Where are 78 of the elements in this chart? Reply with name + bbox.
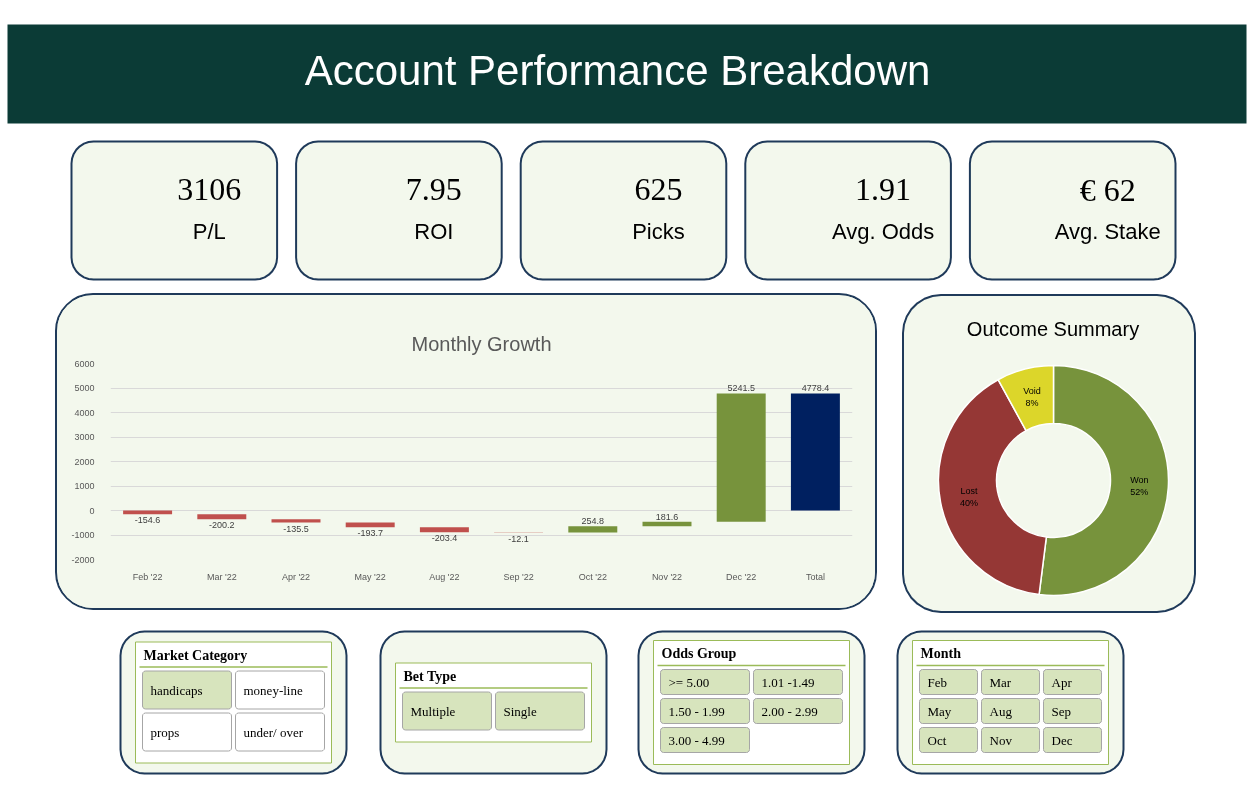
text: 1.91 — [855, 171, 912, 207]
y-tick-label: 1000 — [74, 481, 95, 491]
category-label: Avg. Odds — [831, 219, 935, 244]
category-label: Nov — [989, 732, 1013, 748]
y-tick-label: -2000 — [71, 554, 95, 565]
category-label: Oct — [927, 732, 947, 748]
category-label: Dec — [1051, 732, 1073, 748]
category-label: >= 5.00 — [668, 674, 710, 690]
bar — [271, 519, 321, 523]
category-label: props — [150, 724, 180, 740]
bar — [419, 527, 469, 533]
category-label: 3.00 - 4.99 — [668, 732, 725, 748]
slice-label: Won — [1130, 474, 1149, 485]
x-tick-label: Dec '22 — [726, 571, 757, 582]
category-label: May — [927, 703, 952, 719]
slice-label: Void — [1023, 386, 1041, 397]
text: 7.95 — [405, 171, 462, 207]
text: 625 — [634, 171, 683, 207]
category-label: ROI — [414, 219, 454, 244]
bar — [197, 514, 247, 520]
category-label: handicaps — [150, 682, 203, 698]
data-label: 181.6 — [655, 511, 679, 522]
text: Bet Type — [403, 668, 457, 684]
category-label: under/ over — [243, 724, 304, 740]
category-label: Apr — [1051, 674, 1073, 690]
x-tick-label: Total — [805, 571, 825, 582]
x-tick-label: Nov '22 — [651, 571, 683, 582]
x-tick-label: Sep '22 — [503, 571, 534, 582]
bar — [716, 393, 766, 522]
data-label: -203.4 — [431, 533, 458, 544]
category-label: Feb — [927, 674, 947, 690]
x-tick-label: Feb '22 — [132, 571, 163, 582]
y-tick-label: 2000 — [74, 456, 95, 467]
data-label: 52% — [1130, 486, 1149, 497]
data-label: -12.1 — [508, 533, 529, 544]
text: Account Performance Breakdown — [304, 47, 931, 94]
bar — [568, 526, 618, 533]
text: Odds Group — [661, 646, 737, 661]
y-tick-label: 3000 — [74, 432, 95, 442]
text: 3106 — [177, 171, 242, 207]
x-tick-label: Apr '22 — [281, 571, 311, 582]
y-tick-label: -1000 — [71, 530, 95, 540]
x-tick-label: Aug '22 — [429, 571, 460, 582]
category-label: Multiple — [410, 703, 456, 719]
category-label: Sep — [1051, 703, 1071, 719]
data-label: -200.2 — [209, 520, 235, 531]
text: Market Category — [143, 647, 248, 663]
x-tick-label: Mar '22 — [206, 571, 237, 582]
x-tick-label: Oct '22 — [578, 571, 607, 582]
text: Month — [920, 646, 962, 661]
x-tick-label: May '22 — [354, 571, 386, 582]
category-label: money-line — [243, 682, 303, 698]
y-tick-label: 4000 — [74, 407, 95, 418]
data-label: 40% — [960, 497, 979, 508]
data-label: 254.8 — [581, 516, 605, 527]
category-label: P/L — [192, 219, 226, 244]
chart-title: Outcome Summary — [966, 317, 1140, 340]
y-tick-label: 6000 — [74, 358, 95, 369]
chart-title: Monthly Growth — [411, 332, 552, 355]
data-label: 5241.5 — [727, 383, 755, 394]
category-label: Single — [503, 703, 537, 719]
y-tick-label: 0 — [89, 505, 95, 516]
data-label: 8% — [1025, 398, 1039, 409]
data-label: -193.7 — [357, 528, 383, 539]
category-label: 2.00 - 2.99 — [761, 703, 818, 719]
category-label: Aug — [989, 703, 1013, 719]
y-tick-label: 5000 — [74, 383, 95, 393]
bar — [790, 393, 840, 511]
category-label: Picks — [632, 219, 685, 244]
data-label: 4778.4 — [801, 383, 830, 394]
category-label: Avg. Stake — [1054, 219, 1161, 244]
slice-label: Lost — [960, 485, 979, 496]
data-label: -154.6 — [134, 515, 161, 526]
category-label: 1.50 - 1.99 — [668, 703, 725, 719]
category-label: Mar — [989, 674, 1012, 690]
category-label: 1.01 -1.49 — [761, 674, 815, 690]
text: € 62 — [1079, 171, 1136, 208]
data-label: -135.5 — [283, 523, 309, 534]
